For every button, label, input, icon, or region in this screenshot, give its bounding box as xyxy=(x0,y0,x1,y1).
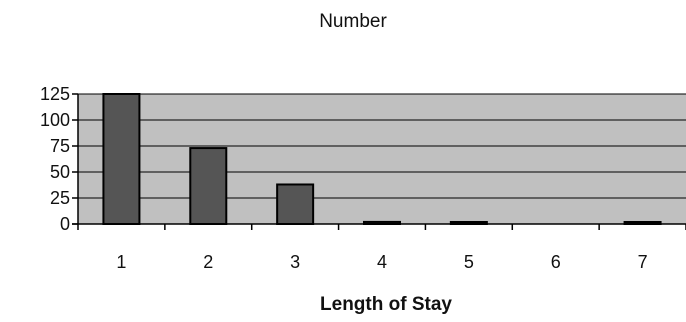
chart-title: Number xyxy=(319,11,387,32)
bars xyxy=(102,93,662,225)
bar xyxy=(189,147,228,225)
y-tick-label: 25 xyxy=(50,188,70,208)
y-tick-label: 125 xyxy=(40,84,70,104)
x-tick-label: 5 xyxy=(464,252,474,272)
y-tick-label: 75 xyxy=(50,136,70,156)
y-tick-label: 100 xyxy=(40,110,70,130)
bar xyxy=(102,93,141,225)
y-tick-label: 0 xyxy=(60,214,70,234)
x-tick-label: 2 xyxy=(203,252,213,272)
x-tick-label: 4 xyxy=(377,252,387,272)
x-tick-label: 7 xyxy=(638,252,648,272)
x-tick-label: 3 xyxy=(290,252,300,272)
x-axis-label: Length of Stay xyxy=(320,294,452,315)
x-tick-label: 1 xyxy=(116,252,126,272)
x-tick-label: 6 xyxy=(551,252,561,272)
bar xyxy=(276,183,315,225)
y-tick-label: 50 xyxy=(50,162,70,182)
x-axis: 1 2 3 4 5 6 7 xyxy=(72,223,686,272)
y-axis: 0 25 50 75 100 125 xyxy=(40,84,79,234)
plot-area xyxy=(78,94,686,224)
